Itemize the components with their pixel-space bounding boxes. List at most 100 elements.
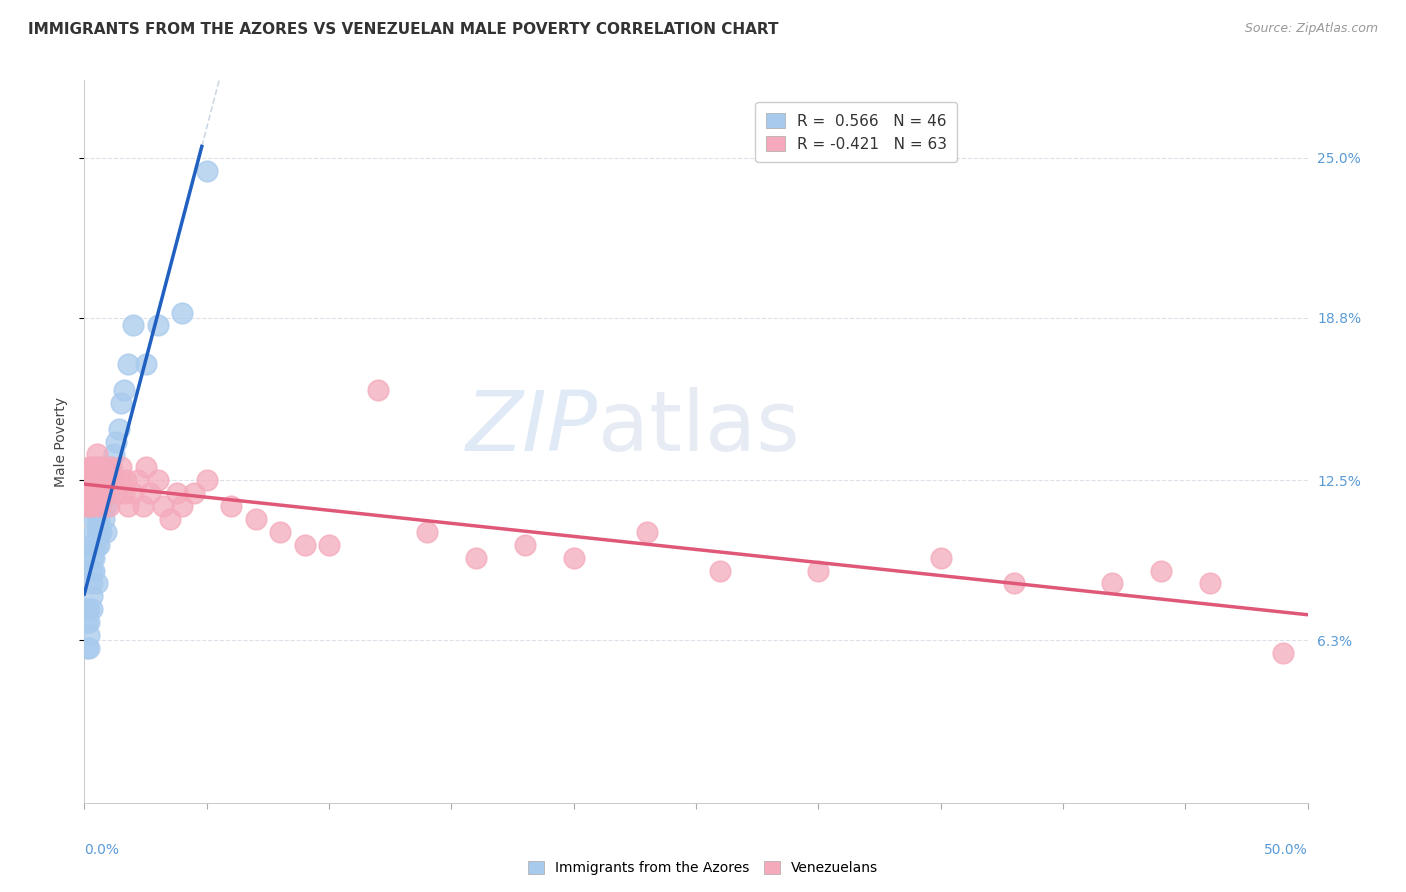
Point: [122, 486, 145, 500]
Point: [77, 602, 100, 616]
Point: [90, 486, 112, 500]
Point: [76, 615, 98, 630]
Legend: Immigrants from the Azores, Venezuelans: Immigrants from the Azores, Venezuelans: [522, 855, 884, 880]
Point: [107, 422, 129, 436]
Point: [90, 524, 112, 539]
Point: [117, 357, 139, 371]
Point: [87, 473, 110, 487]
Point: [93, 486, 115, 500]
Point: [135, 357, 157, 371]
Point: [112, 383, 135, 397]
Point: [77, 499, 100, 513]
Point: [318, 538, 340, 552]
Point: [87, 499, 110, 513]
Point: [110, 396, 132, 410]
Point: [103, 447, 125, 461]
Point: [367, 383, 389, 397]
Point: [115, 473, 138, 487]
Point: [90, 460, 112, 475]
Point: [76, 602, 98, 616]
Point: [83, 550, 105, 565]
Legend: R =  0.566   N = 46, R = -0.421   N = 63: R = 0.566 N = 46, R = -0.421 N = 63: [755, 103, 957, 162]
Point: [97, 499, 120, 513]
Point: [77, 460, 100, 475]
Point: [97, 473, 120, 487]
Point: [76, 499, 98, 513]
Point: [416, 524, 439, 539]
Point: [76, 473, 98, 487]
Point: [100, 460, 122, 475]
Point: [636, 524, 658, 539]
Text: IMMIGRANTS FROM THE AZORES VS VENEZUELAN MALE POVERTY CORRELATION CHART: IMMIGRANTS FROM THE AZORES VS VENEZUELAN…: [28, 22, 779, 37]
Text: 0.0%: 0.0%: [84, 843, 120, 856]
Point: [100, 460, 122, 475]
Point: [83, 524, 105, 539]
Y-axis label: Male Poverty: Male Poverty: [53, 397, 67, 486]
Point: [195, 163, 218, 178]
Point: [146, 473, 169, 487]
Point: [245, 512, 267, 526]
Point: [135, 460, 157, 475]
Point: [97, 473, 120, 487]
Point: [110, 460, 132, 475]
Point: [80, 576, 103, 591]
Point: [93, 473, 115, 487]
Point: [1272, 646, 1295, 660]
Point: [105, 434, 128, 449]
Point: [86, 460, 108, 475]
Point: [219, 499, 242, 513]
Point: [77, 628, 100, 642]
Point: [159, 512, 181, 526]
Point: [80, 590, 103, 604]
Point: [117, 499, 139, 513]
Point: [86, 538, 108, 552]
Point: [139, 486, 162, 500]
Point: [87, 524, 110, 539]
Point: [86, 576, 108, 591]
Point: [929, 550, 952, 565]
Text: 50.0%: 50.0%: [1264, 843, 1308, 856]
Point: [86, 486, 108, 500]
Point: [122, 318, 145, 333]
Point: [103, 473, 125, 487]
Point: [807, 564, 830, 578]
Point: [80, 460, 103, 475]
Point: [76, 640, 98, 655]
Point: [90, 499, 112, 513]
Point: [1150, 564, 1173, 578]
Text: atlas: atlas: [598, 386, 800, 467]
Point: [77, 640, 100, 655]
Point: [96, 486, 118, 500]
Point: [77, 486, 100, 500]
Point: [1101, 576, 1123, 591]
Point: [562, 550, 585, 565]
Point: [87, 538, 110, 552]
Point: [80, 602, 103, 616]
Point: [97, 486, 120, 500]
Point: [107, 473, 129, 487]
Point: [87, 512, 110, 526]
Point: [105, 486, 128, 500]
Point: [152, 499, 174, 513]
Point: [96, 460, 118, 475]
Point: [77, 615, 100, 630]
Point: [83, 512, 105, 526]
Point: [86, 447, 108, 461]
Point: [464, 550, 486, 565]
Point: [83, 460, 105, 475]
Point: [172, 499, 194, 513]
Point: [96, 499, 118, 513]
Point: [83, 473, 105, 487]
Point: [83, 538, 105, 552]
Point: [83, 486, 105, 500]
Point: [1198, 576, 1220, 591]
Point: [80, 486, 103, 500]
Point: [80, 499, 103, 513]
Point: [80, 473, 103, 487]
Point: [709, 564, 731, 578]
Point: [86, 512, 108, 526]
Point: [195, 473, 218, 487]
Text: ZIP: ZIP: [467, 386, 598, 467]
Point: [86, 499, 108, 513]
Point: [93, 512, 115, 526]
